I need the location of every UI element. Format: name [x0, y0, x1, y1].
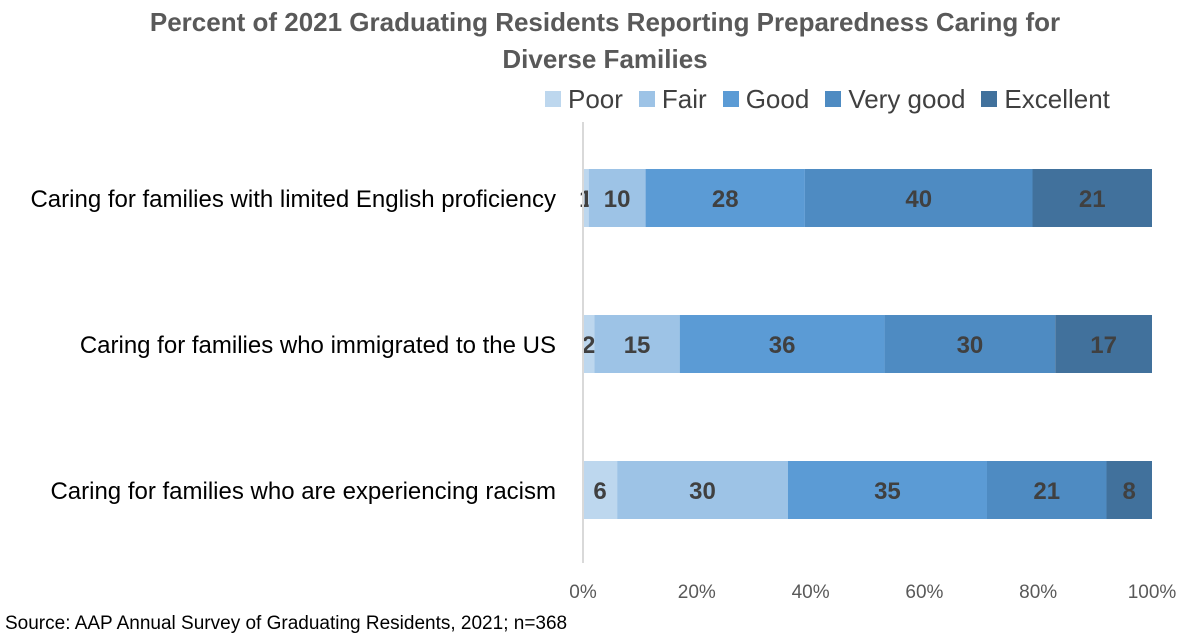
legend-swatch-very-good	[825, 91, 842, 107]
data-label-excellent: 8	[1123, 478, 1136, 505]
data-label-poor: 6	[593, 478, 606, 505]
legend-swatch-fair	[638, 91, 655, 107]
data-label-excellent: 17	[1090, 332, 1117, 359]
bar-poor	[583, 315, 595, 373]
bar-excellent	[1106, 461, 1152, 519]
legend-label-poor: Poor	[568, 83, 623, 114]
x-tick-label: 0%	[569, 582, 597, 603]
legend-label-very-good: Very good	[848, 83, 966, 114]
legend-item-excellent: Excellent	[981, 84, 1110, 115]
data-label-good: 28	[712, 186, 739, 213]
legend-item-very-good: Very good	[825, 84, 965, 115]
bar-very-good	[884, 315, 1056, 373]
bar-excellent	[1055, 315, 1152, 373]
chart-title-line-2: Diverse Families	[502, 44, 708, 74]
data-label-excellent: 21	[1079, 186, 1106, 213]
legend-item-good: Good	[722, 83, 810, 115]
bar-poor	[583, 169, 589, 227]
legend-item-fair: Fair	[638, 83, 707, 115]
data-label-fair: 15	[624, 332, 651, 359]
legend-label-fair: Fair	[661, 83, 707, 114]
data-label-good: 36	[769, 332, 796, 359]
chart-title: Percent of 2021 Graduating Residents Rep…	[0, 4, 1189, 78]
legend-label-good: Good	[745, 83, 810, 114]
bar-very-good	[986, 461, 1107, 519]
category-label: Caring for families who are experiencing…	[50, 478, 556, 505]
legend-label-excellent: Excellent	[1004, 83, 1110, 114]
x-tick-label: 40%	[792, 582, 830, 603]
data-label-very-good: 30	[957, 332, 984, 359]
category-label: Caring for families with limited English…	[30, 186, 556, 213]
chart-title-line-1: Percent of 2021 Graduating Residents Rep…	[149, 7, 1061, 37]
x-tick-label: 100%	[1128, 582, 1177, 603]
source-note: Source: AAP Annual Survey of Graduating …	[5, 613, 568, 634]
legend-swatch-excellent	[981, 91, 998, 107]
legend: Poor Fair Good Very good Excellent	[545, 82, 1126, 116]
data-label-very-good: 21	[1033, 478, 1060, 505]
x-tick-label: 20%	[678, 582, 716, 603]
data-label-good: 35	[874, 478, 901, 505]
bar-very-good	[804, 169, 1033, 227]
data-label-fair: 10	[604, 186, 631, 213]
bar-poor	[583, 461, 618, 519]
legend-swatch-poor	[545, 91, 561, 107]
x-tick-label: 80%	[1019, 582, 1057, 603]
legend-item-poor: Poor	[545, 84, 623, 115]
legend-swatch-good	[722, 91, 739, 107]
bar-fair	[588, 169, 646, 227]
bar-fair	[594, 315, 680, 373]
bar-fair	[617, 461, 788, 519]
x-tick-label: 60%	[905, 582, 943, 603]
data-label-poor: 2	[582, 332, 595, 359]
data-label-very-good: 40	[905, 186, 932, 213]
bar-good	[787, 461, 987, 519]
bar-excellent	[1032, 169, 1152, 227]
bar-good	[679, 315, 885, 373]
bar-good	[645, 169, 805, 227]
data-label-fair: 30	[689, 478, 716, 505]
category-label: Caring for families who immigrated to th…	[80, 332, 556, 359]
